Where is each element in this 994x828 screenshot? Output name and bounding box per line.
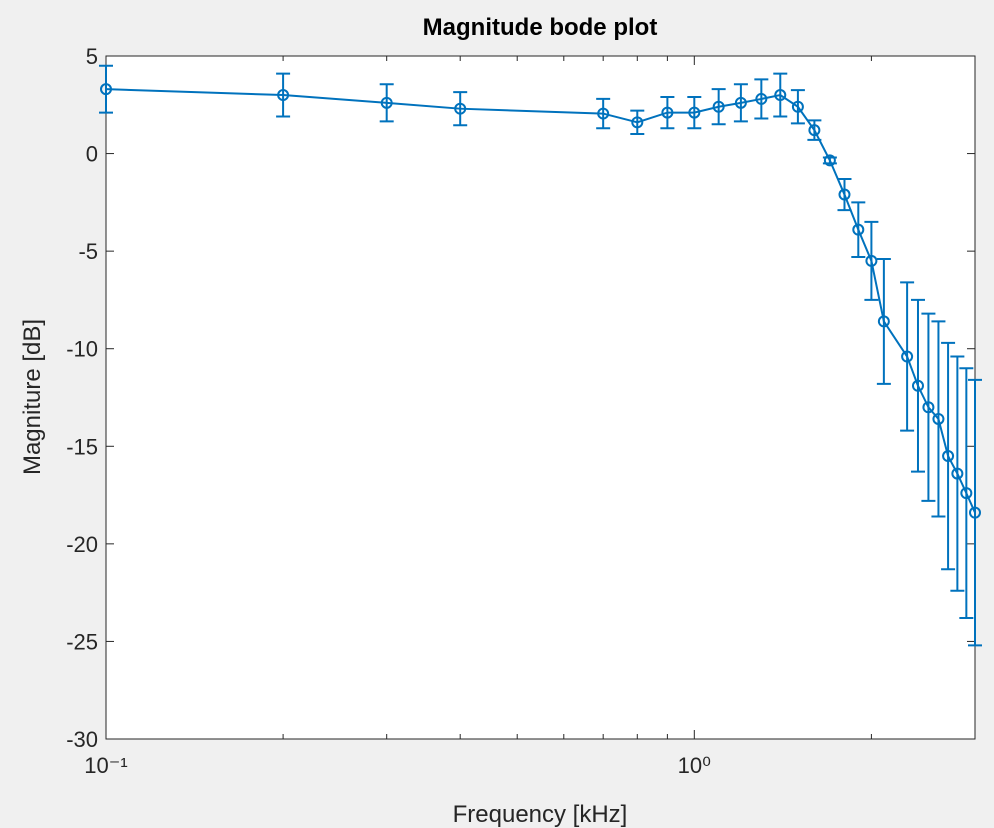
marker bbox=[969, 506, 981, 519]
marker bbox=[808, 124, 821, 137]
marker bbox=[922, 401, 935, 414]
marker bbox=[688, 106, 701, 119]
error-bar bbox=[99, 64, 113, 114]
x-tick-label: 10⁻¹ bbox=[84, 753, 127, 778]
marker bbox=[454, 102, 467, 115]
error-bar bbox=[876, 257, 891, 385]
y-axis-label: Magniture [dB] bbox=[19, 319, 46, 475]
marker bbox=[774, 89, 787, 102]
error-bar bbox=[630, 109, 645, 136]
error-bar bbox=[900, 281, 915, 432]
error-bar bbox=[379, 83, 394, 123]
error-bar bbox=[837, 177, 852, 212]
error-bar bbox=[941, 341, 956, 571]
error-bar bbox=[910, 298, 925, 473]
error-bar bbox=[660, 95, 675, 130]
marker bbox=[852, 223, 865, 236]
plot-area bbox=[106, 56, 975, 739]
marker bbox=[100, 83, 112, 96]
error-bar bbox=[711, 88, 726, 126]
y-tick-label: -20 bbox=[66, 532, 98, 557]
error-bar bbox=[687, 95, 702, 130]
marker bbox=[865, 254, 878, 267]
y-tick-label: -15 bbox=[66, 434, 98, 459]
marker bbox=[901, 350, 914, 363]
error-bar bbox=[864, 220, 879, 301]
y-tick-label: 0 bbox=[86, 142, 98, 167]
y-tick-label: -25 bbox=[66, 629, 98, 654]
y-tick-label: -30 bbox=[66, 727, 98, 752]
marker bbox=[661, 106, 674, 119]
error-bar bbox=[596, 97, 611, 130]
error-bar bbox=[733, 83, 748, 123]
marker bbox=[631, 116, 644, 129]
error-bar bbox=[807, 119, 822, 141]
error-bar bbox=[773, 72, 788, 118]
marker bbox=[942, 450, 955, 463]
error-bar bbox=[276, 72, 291, 118]
marker bbox=[823, 154, 836, 167]
error-bar bbox=[453, 91, 468, 127]
marker bbox=[277, 89, 290, 102]
marker bbox=[838, 188, 851, 201]
y-tick-label: -10 bbox=[66, 337, 98, 362]
marker bbox=[734, 96, 747, 109]
error-bar bbox=[790, 89, 805, 125]
x-tick-label: 10⁰ bbox=[678, 753, 711, 778]
y-tick-label: -5 bbox=[78, 239, 98, 264]
chart-title: Magnitude bode plot bbox=[423, 14, 658, 41]
error-bar bbox=[851, 201, 866, 258]
error-bar bbox=[931, 320, 946, 518]
marker bbox=[791, 100, 804, 113]
marker bbox=[877, 315, 890, 328]
marker bbox=[951, 467, 964, 480]
error-bar bbox=[950, 355, 965, 592]
marker bbox=[911, 379, 924, 392]
error-bar bbox=[959, 367, 974, 620]
error-bar bbox=[968, 378, 982, 647]
marker bbox=[960, 487, 973, 500]
marker bbox=[597, 107, 610, 120]
error-bar bbox=[754, 78, 769, 120]
marker bbox=[712, 100, 725, 113]
marker bbox=[755, 92, 768, 105]
y-tick-label: 5 bbox=[86, 44, 98, 69]
x-axis-label: Frequency [kHz] bbox=[453, 801, 628, 828]
marker bbox=[380, 96, 393, 109]
marker bbox=[932, 412, 945, 425]
error-bar bbox=[921, 312, 936, 502]
